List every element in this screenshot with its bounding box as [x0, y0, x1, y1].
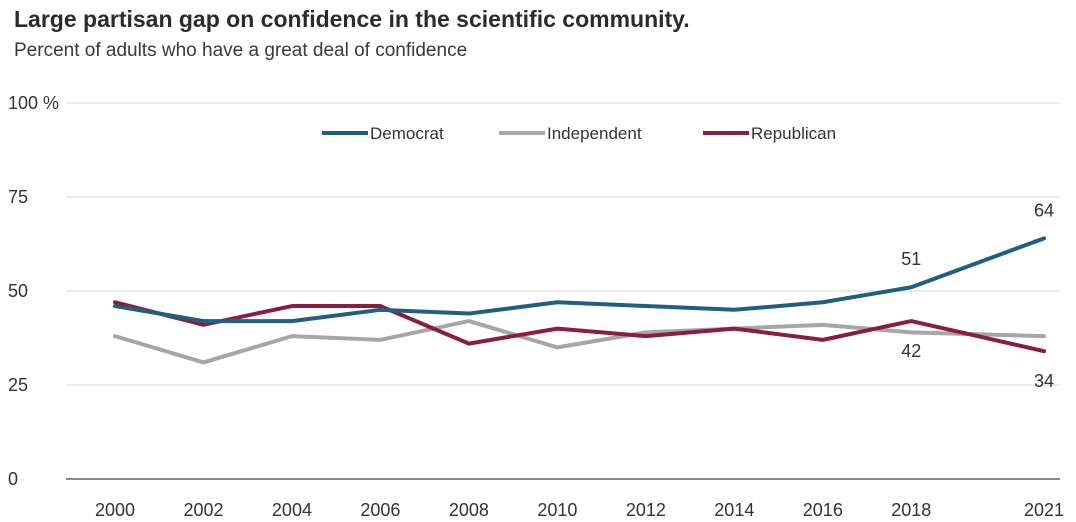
data-label: 51 [901, 249, 921, 269]
legend-item-democrat: Democrat [322, 124, 444, 143]
x-tick-label: 2004 [272, 500, 312, 520]
data-labels: 51 64 42 34 [901, 200, 1054, 391]
legend-label: Independent [547, 124, 642, 143]
gridlines [66, 102, 1060, 480]
data-label: 64 [1034, 200, 1054, 220]
y-tick-label: 75 [8, 187, 28, 207]
data-label: 34 [1034, 371, 1054, 391]
chart-subtitle: Percent of adults who have a great deal … [14, 40, 468, 61]
y-tick-label: 0 [8, 469, 18, 489]
series-line-independent [113, 319, 1046, 365]
data-label: 42 [901, 341, 921, 361]
x-tick-label: 2010 [537, 500, 577, 520]
legend-item-independent: Independent [499, 124, 642, 143]
x-tick-label: 2006 [360, 500, 400, 520]
x-tick-label: 2012 [626, 500, 666, 520]
x-axis-tick-labels: 2000 2002 2004 2006 2008 2010 2012 2014 2016 2018… [95, 500, 1064, 520]
x-tick-label: 2000 [95, 500, 135, 520]
y-tick-label: 100 % [8, 93, 59, 113]
chart-title: Large partisan gap on confidence in the … [14, 6, 690, 32]
x-tick-label: 2016 [803, 500, 843, 520]
legend-label: Republican [751, 124, 836, 143]
series-line-republican [113, 300, 1046, 354]
series-line-democrat [113, 236, 1046, 324]
legend-item-republican: Republican [703, 124, 836, 143]
series-lines [113, 236, 1046, 365]
y-tick-label: 25 [8, 375, 28, 395]
y-axis-tick-labels: 0 25 50 75 100 % [8, 93, 59, 489]
x-tick-label: 2021 [1024, 500, 1064, 520]
x-tick-label: 2008 [449, 500, 489, 520]
y-tick-label: 50 [8, 281, 28, 301]
legend-label: Democrat [370, 124, 444, 143]
legend: Democrat Independent Republican [322, 124, 836, 143]
x-tick-label: 2018 [891, 500, 931, 520]
x-tick-label: 2002 [183, 500, 223, 520]
x-tick-label: 2014 [714, 500, 754, 520]
